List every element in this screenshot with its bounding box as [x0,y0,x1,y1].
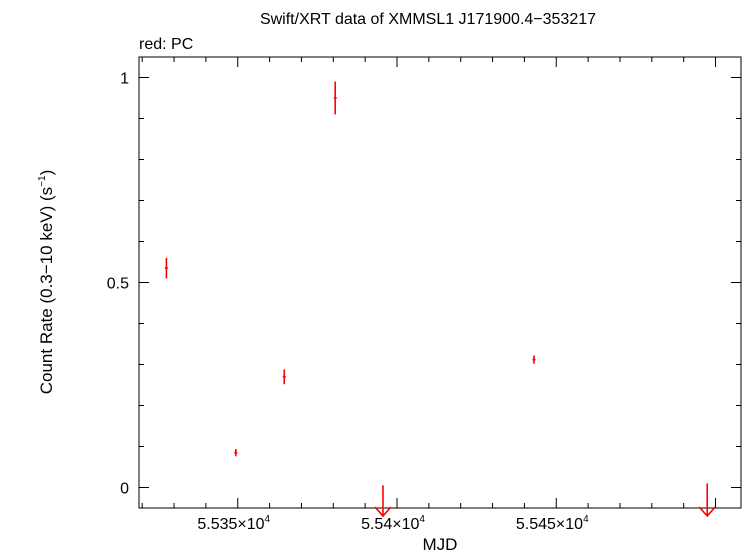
x-tick-label: 5.545×104 [516,514,589,533]
x-tick-labels: 5.535×104 5.54×104 5.545×104 [197,514,589,533]
x-tick-label-mantissa: 5.535×10 [197,516,264,533]
y-axis-label-exp: −1 [37,175,48,187]
upper-limit-arrow [374,506,392,518]
plot-frame [138,56,742,509]
axis-ticks [139,57,741,508]
x-tick-label-exponent: 4 [419,514,425,525]
x-tick-label: 5.54×104 [361,514,425,533]
chart-subtitle: red: PC [139,36,193,53]
y-axis-label-main: Count Rate (0.3−10 keV) (s [37,187,56,394]
data-marks [164,81,716,518]
x-tick-label: 5.535×104 [197,514,270,533]
x-tick-label-mantissa: 5.54×10 [361,516,419,533]
y-tick-label: 0 [120,481,129,498]
upper-limit-arrow [698,506,716,518]
y-axis-label: Count Rate (0.3−10 keV) (s−1) [37,170,56,395]
y-tick-labels: 00.51 [107,71,129,498]
y-tick-label: 1 [120,71,129,88]
x-tick-label-exponent: 4 [583,514,589,525]
x-tick-label-exponent: 4 [265,514,271,525]
chart-title: Swift/XRT data of XMMSL1 J171900.4−35321… [260,11,596,28]
y-tick-label: 0.5 [107,276,129,293]
y-axis-label-close: ) [37,170,56,176]
x-tick-label-mantissa: 5.545×10 [516,516,583,533]
x-axis-label: MJD [423,535,458,554]
